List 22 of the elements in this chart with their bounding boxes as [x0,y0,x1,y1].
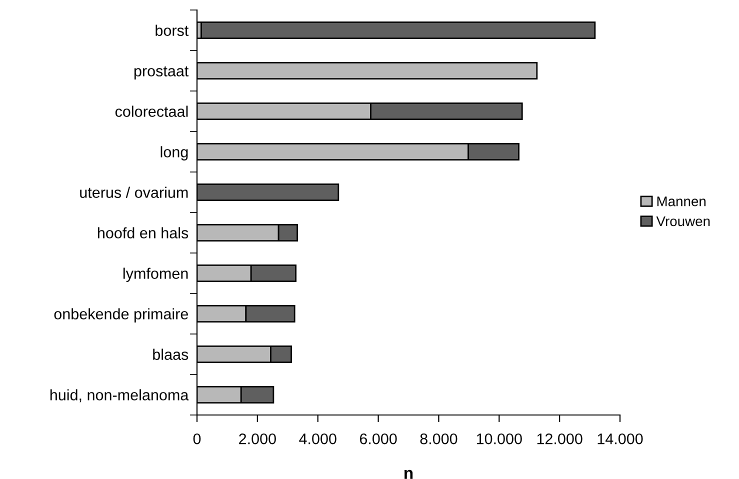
x-tick-label: 10.000 [476,433,522,444]
x-tick-label: 4.000 [299,433,336,444]
y-tick-label: colorectaal [115,106,188,117]
y-tick-label: hoofd en hals [98,227,188,238]
x-tick-label: 8.000 [420,433,458,444]
legend-label: Mannen [657,196,706,206]
x-tick-label: 12.000 [537,433,582,444]
y-tick-label: blaas [153,348,188,360]
y-tick-label: lymfomen [123,268,188,282]
legend-label: Vrouwen [656,216,710,226]
y-tick-label: borst [156,24,189,36]
y-tick-label: uterus / ovarium [80,186,188,198]
x-tick-label: 6.000 [360,433,397,444]
x-tick-label: 14.000 [598,433,643,444]
y-tick-label: long [160,146,188,160]
y-tick-label: prostaat [134,66,189,80]
x-tick-label: 0 [193,433,201,444]
y-tick-label: huid, non-melanoma [50,389,189,402]
y-tick-label: onbekende primaire [54,308,188,322]
bar [200,21,596,40]
x-tick-label: 2.000 [239,433,276,444]
x-axis-title: n [404,470,413,479]
